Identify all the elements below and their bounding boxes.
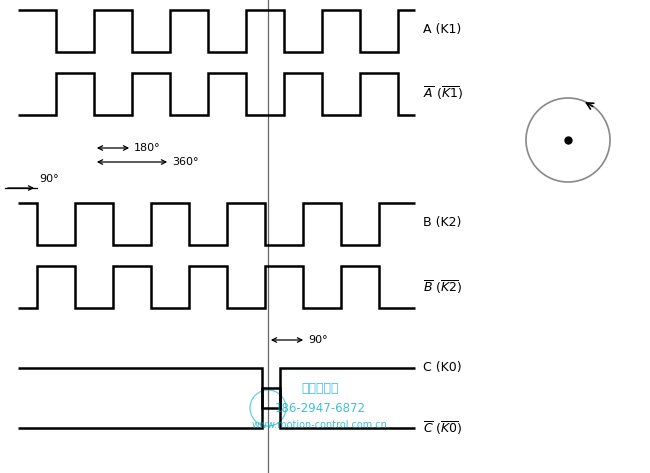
Text: www.motion-control.com.cn: www.motion-control.com.cn bbox=[252, 420, 388, 430]
Text: 186-2947-6872: 186-2947-6872 bbox=[274, 402, 365, 414]
Text: C (K0): C (K0) bbox=[423, 361, 462, 375]
Text: $\overline{A}$ ($\overline{K1}$): $\overline{A}$ ($\overline{K1}$) bbox=[423, 85, 463, 102]
Text: 西安德伍拓: 西安德伍拓 bbox=[301, 382, 339, 394]
Text: A (K1): A (K1) bbox=[423, 24, 462, 36]
Text: B (K2): B (K2) bbox=[423, 217, 462, 229]
Text: 90°: 90° bbox=[308, 335, 328, 345]
Text: 360°: 360° bbox=[172, 157, 198, 167]
Text: $\overline{C}$ ($\overline{K0}$): $\overline{C}$ ($\overline{K0}$) bbox=[423, 420, 463, 437]
Text: $\overline{B}$ ($\overline{K2}$): $\overline{B}$ ($\overline{K2}$) bbox=[423, 279, 462, 296]
Text: 180°: 180° bbox=[134, 143, 161, 153]
Text: 90°: 90° bbox=[39, 174, 58, 184]
